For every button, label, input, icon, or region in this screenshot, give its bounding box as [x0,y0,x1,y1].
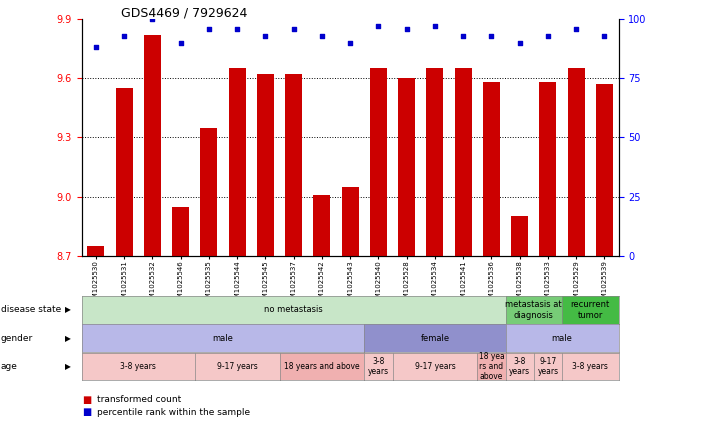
Point [514,39,525,46]
Text: 9-17 years: 9-17 years [217,362,257,371]
Text: female: female [420,334,449,343]
Bar [116,88,133,256]
Point [373,23,384,30]
Point [429,23,441,30]
Bar [201,128,218,256]
Point [486,32,497,39]
Text: 18 years and above: 18 years and above [284,362,360,371]
Bar [87,246,105,256]
Point [401,25,412,32]
Text: metastasis at
diagnosis: metastasis at diagnosis [506,300,562,319]
Bar [370,69,387,256]
Point [599,32,610,39]
Text: recurrent
tumor: recurrent tumor [571,300,610,319]
Text: GDS4469 / 7929624: GDS4469 / 7929624 [121,6,247,19]
Text: 3-8
years: 3-8 years [368,357,389,376]
Bar [342,187,358,256]
Point [542,32,554,39]
Text: age: age [1,362,18,371]
Point [146,16,158,22]
Text: percentile rank within the sample: percentile rank within the sample [97,408,250,417]
Point [232,25,243,32]
Bar [483,82,500,256]
Bar [596,84,613,256]
Point [90,44,102,51]
Bar [398,78,415,256]
Bar [285,74,302,256]
Text: ▶: ▶ [65,334,71,343]
Text: disease state: disease state [1,305,61,314]
Point [345,39,356,46]
Bar [567,69,584,256]
Text: ■: ■ [82,395,91,405]
Point [203,25,215,32]
Point [570,25,582,32]
Text: 3-8
years: 3-8 years [509,357,530,376]
Text: male: male [552,334,572,343]
Text: male: male [213,334,233,343]
Text: ▶: ▶ [65,305,71,314]
Bar [427,69,444,256]
Text: transformed count: transformed count [97,395,181,404]
Bar [540,82,557,256]
Text: 9-17
years: 9-17 years [538,357,559,376]
Text: ■: ■ [82,407,91,418]
Point [175,39,186,46]
Text: 3-8 years: 3-8 years [572,362,608,371]
Point [119,32,130,39]
Bar [257,74,274,256]
Point [260,32,271,39]
Text: 9-17 years: 9-17 years [415,362,455,371]
Bar [455,69,471,256]
Bar [511,217,528,256]
Bar [314,195,331,256]
Bar [172,206,189,256]
Text: 18 yea
rs and
above: 18 yea rs and above [479,352,504,382]
Point [288,25,299,32]
Bar [229,69,245,256]
Text: ▶: ▶ [65,362,71,371]
Text: no metastasis: no metastasis [264,305,323,314]
Point [316,32,328,39]
Text: gender: gender [1,334,33,343]
Point [457,32,469,39]
Bar [144,35,161,256]
Text: 3-8 years: 3-8 years [120,362,156,371]
